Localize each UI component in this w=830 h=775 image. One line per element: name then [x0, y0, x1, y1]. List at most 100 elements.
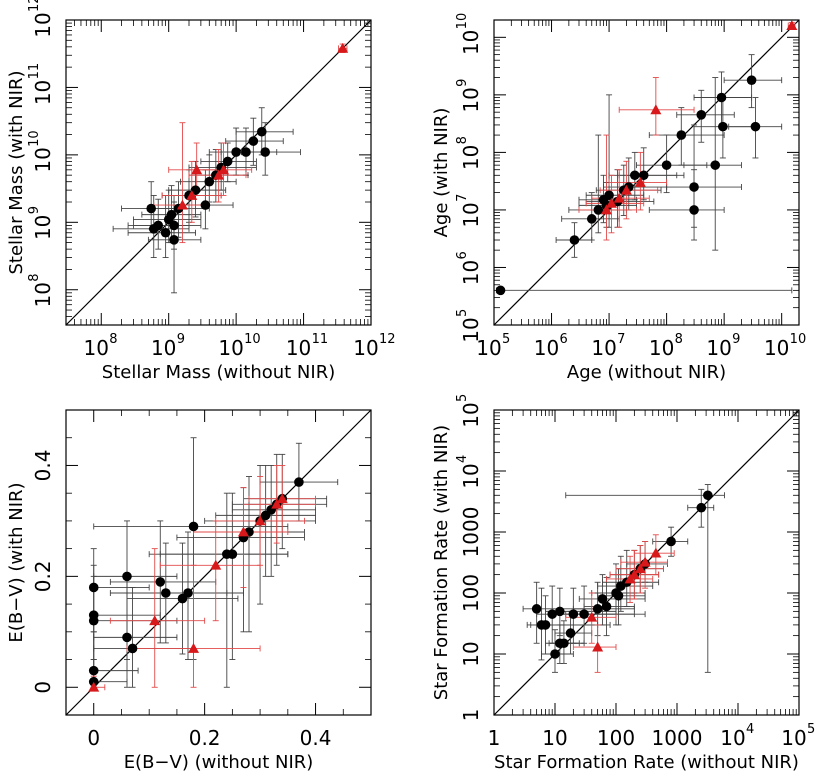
data-point-circle [169, 220, 179, 231]
y-tick-exponent: 6 [455, 251, 470, 259]
x-tick-label: 10 [534, 336, 559, 360]
data-point-circle [750, 121, 761, 132]
data-point-circle [746, 75, 757, 85]
y-tick-exponent: 8 [455, 136, 470, 144]
data-point-circle [696, 502, 707, 513]
data-point-triangle [188, 642, 200, 653]
data-point-circle [629, 170, 640, 181]
x-tick-exponent: 5 [807, 722, 815, 737]
plot-frame [65, 409, 372, 716]
x-tick-exponent: 7 [617, 332, 625, 347]
panel-ebv: 0 0.2 0.400.20.4E(B−V) (without NIR)E(B−V)… [6, 409, 372, 773]
y-tick-label: 0.2 [31, 560, 55, 592]
x-tick-exponent: 11 [312, 332, 329, 347]
data-point-triangle [337, 42, 349, 53]
data-point-circle [122, 632, 132, 643]
x-tick-exponent: 8 [109, 332, 117, 347]
y-tick-label: 10 [31, 147, 55, 172]
y-axis-label: Age (with NIR) [431, 108, 452, 238]
data-point-triangle [600, 204, 612, 215]
data-point-circle [565, 628, 576, 638]
x-tick-label: 1 [488, 726, 501, 750]
data-point-triangle [650, 547, 662, 558]
y-tick-label: 10 [459, 30, 483, 55]
y-tick-label: 10 [31, 12, 55, 37]
y-tick-label: 10 [459, 260, 483, 285]
data-point-circle [166, 209, 177, 220]
data-point-triangle [634, 563, 646, 574]
data-point-circle [555, 606, 565, 617]
x-tick-label: 100 [597, 726, 635, 750]
y-tick-label: 10 [31, 282, 55, 307]
one-to-one-line [65, 409, 372, 716]
data-point-circle [597, 594, 608, 604]
data-point-circle [88, 615, 99, 626]
y-tick-exponent: 5 [455, 394, 470, 402]
data-point-circle [227, 549, 238, 559]
data-point-triangle [605, 197, 617, 208]
data-point-triangle [176, 199, 188, 210]
data-point-circle [188, 521, 199, 532]
data-point-circle [550, 649, 560, 659]
data-point-circle [88, 676, 99, 687]
data-point-triangle [276, 493, 288, 504]
x-tick-exponent: 10 [790, 332, 807, 347]
x-tick-label: 10 [764, 336, 789, 360]
data-point-triangle [639, 556, 651, 567]
data-point-circle [200, 200, 211, 210]
data-point-circle [579, 609, 589, 619]
data-point-circle [586, 214, 597, 224]
data-point-circle [241, 147, 251, 157]
y-tick-label: 10 [459, 87, 483, 112]
y-tick-label: 10 [459, 202, 483, 227]
data-point-circle [689, 182, 699, 192]
data-point-circle [260, 147, 271, 157]
y-tick-label: 0.4 [31, 450, 55, 482]
y-tick-label: 10 [31, 215, 55, 240]
x-tick-exponent: 12 [379, 332, 396, 347]
y-tick-label: 0 [31, 681, 55, 694]
data-point-triangle [237, 526, 249, 537]
y-tick-label: 10 [459, 402, 483, 427]
x-tick-label: 1000 [652, 726, 703, 750]
x-tick-label: 0.2 [189, 726, 221, 750]
panel-age: 10 5 10 6 10 7 10 8 10 9 10 101051061071081091010Ag… [431, 13, 806, 383]
x-tick-exponent: 9 [732, 332, 740, 347]
y-tick-exponent: 11 [27, 63, 42, 80]
y-tick-label: 10 [459, 463, 483, 488]
y-axis-label: Stellar Mass (with NIR) [6, 71, 27, 275]
plot-frame [493, 409, 800, 716]
x-tick-exponent: 5 [502, 332, 510, 347]
data-point-triangle [592, 641, 604, 652]
y-tick-exponent: 12 [27, 0, 42, 12]
x-tick-label: 10 [781, 726, 806, 750]
data-point-triangle [786, 20, 798, 30]
x-axis-label: E(B−V) (without NIR) [124, 752, 314, 773]
y-tick-label: 1000 [459, 507, 483, 558]
data-point-circle [696, 110, 707, 120]
data-point-circle [568, 609, 579, 619]
data-point-triangle [586, 611, 598, 622]
x-tick-label: 10 [649, 336, 674, 360]
y-tick-exponent: 10 [27, 130, 42, 147]
y-tick-label: 100 [459, 574, 483, 612]
data-point-circle [689, 205, 699, 215]
data-point-circle [122, 571, 132, 582]
x-tick-label: 10 [353, 336, 378, 360]
data-point-circle [569, 235, 580, 245]
data-point-triangle [650, 104, 662, 115]
x-axis-label: Star Formation Rate (without NIR) [494, 752, 799, 773]
data-point-triangle [191, 164, 203, 175]
data-point-circle [540, 620, 551, 630]
data-point-circle [676, 130, 687, 140]
y-tick-label: 1 [459, 709, 483, 722]
data-point-triangle [271, 498, 283, 509]
data-point-circle [256, 126, 267, 137]
data-point-triangle [634, 176, 646, 187]
data-point-circle [593, 205, 604, 215]
data-point-circle [183, 588, 193, 598]
data-point-circle [88, 665, 99, 676]
y-tick-exponent: 9 [27, 206, 42, 214]
y-tick-exponent: 8 [27, 273, 42, 281]
